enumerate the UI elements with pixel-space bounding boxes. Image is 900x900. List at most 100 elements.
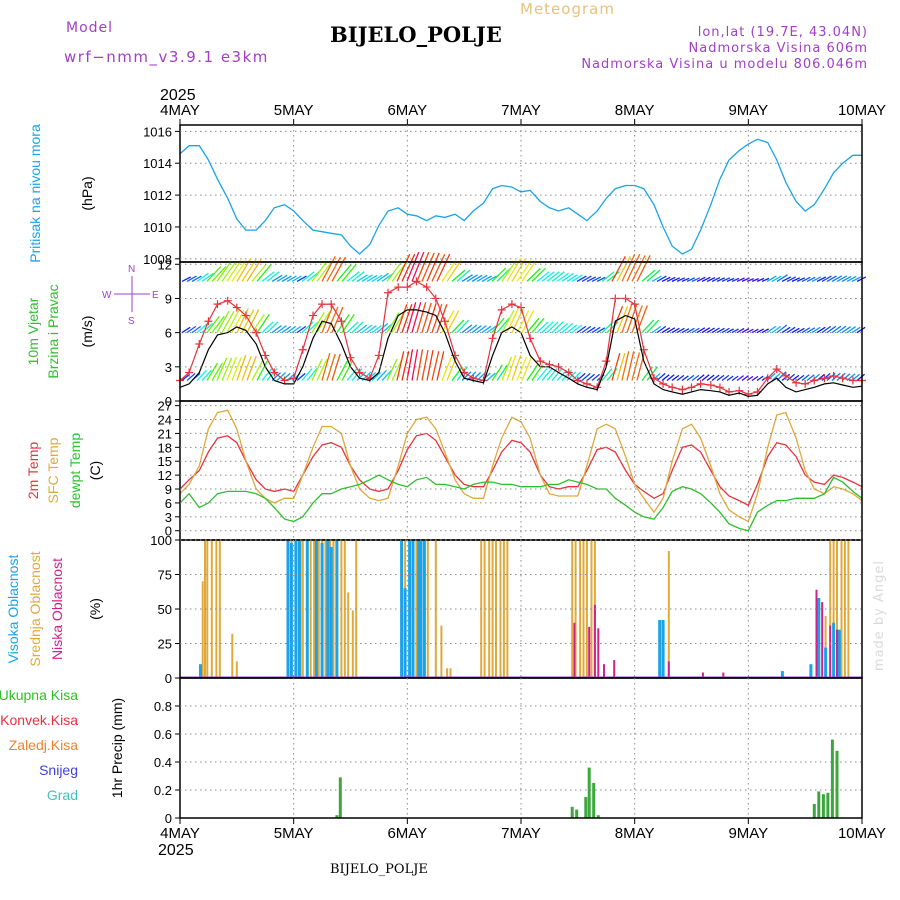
y-tick-label: 18 (158, 440, 172, 455)
wind-vector (356, 324, 368, 334)
wind-vector (311, 312, 325, 333)
wind-vector (501, 356, 513, 381)
gust-marker (838, 374, 847, 383)
wind-vector (211, 315, 225, 333)
gust-marker (820, 374, 829, 383)
wind-vector (186, 372, 196, 381)
wind-vector (716, 374, 725, 382)
cloud-bar (218, 540, 221, 678)
wind-vector (416, 251, 430, 282)
cloud-bar (449, 668, 452, 678)
cloud-bar (832, 622, 836, 678)
wind-vector (566, 274, 578, 282)
credit-label: made by Angel (872, 560, 887, 672)
wind-vector (766, 325, 777, 334)
gust-marker (327, 300, 336, 309)
wind-vector (796, 327, 805, 334)
wind-vector (351, 271, 365, 282)
wind-vector (576, 275, 587, 282)
wind-vector (621, 351, 630, 381)
wind-vector (261, 368, 273, 381)
wind-vector (361, 324, 373, 334)
compass-s: S (128, 316, 135, 327)
wind-vector (186, 275, 197, 282)
panel-label: SFC Temp (45, 437, 61, 503)
page-title: BIJELO_POLJE (330, 22, 502, 47)
wind-vector (681, 277, 690, 282)
wind-vector (206, 315, 220, 333)
wind-vector (676, 327, 685, 334)
gust-marker (451, 351, 460, 360)
wind-vector (601, 271, 615, 282)
cloud-bar (603, 664, 605, 678)
y-tick-label: 3 (165, 510, 172, 525)
cloud-bar (305, 540, 309, 678)
gust-marker (630, 300, 639, 309)
cloud-bar (320, 542, 324, 678)
wind-vector (726, 328, 734, 334)
y-tick-label: 0.6 (154, 727, 172, 742)
gust-marker (678, 385, 687, 394)
wind-vector (836, 325, 847, 334)
wind-vector (741, 277, 750, 282)
cloud-bar (661, 620, 665, 678)
wind-vector (671, 374, 680, 382)
cloud-bar (506, 540, 509, 678)
wind-vector (276, 325, 287, 334)
gust-marker (659, 379, 668, 388)
wind-vector (786, 373, 796, 382)
cloud-bar (815, 589, 818, 678)
cloud-bar (667, 661, 670, 678)
wind-vector (526, 364, 539, 381)
gust-marker (602, 357, 611, 366)
wind-vector (396, 304, 408, 333)
gust-marker (280, 376, 289, 385)
y-tick-label: 100 (150, 533, 172, 548)
wind-vector (751, 328, 759, 334)
wind-vector (736, 277, 745, 282)
wind-vector (626, 253, 641, 282)
y-tick-label: 0.4 (154, 755, 172, 770)
cloud-bar (585, 540, 588, 678)
wind-vector (716, 277, 726, 282)
panel-label: Zaledj.Kisa (9, 737, 78, 753)
wind-vector (486, 275, 498, 282)
wind-vector (706, 277, 716, 282)
x-day-label-bottom: 5MAY (274, 825, 314, 842)
wind-vector (741, 327, 750, 334)
wind-vector (831, 275, 843, 282)
y-tick-label: 1016 (143, 124, 172, 139)
gust-marker (223, 296, 232, 305)
wind-vector (836, 372, 846, 381)
chart-panels: 1008 1010 1012 1014 1016 Pritisak na nivou mo… (0, 102, 886, 842)
wind-vector (581, 325, 592, 334)
wind-vector (801, 374, 810, 382)
cloud-bar (829, 625, 832, 678)
cloud-bar (289, 542, 293, 678)
cloud-bar (335, 540, 339, 678)
y-tick-label: 6 (165, 496, 172, 511)
precip-bar (830, 739, 834, 818)
gust-marker (706, 381, 715, 390)
wind-vector (561, 323, 574, 334)
gust-marker (232, 303, 241, 312)
wind-vector (221, 357, 233, 381)
y-tick-label: 50 (158, 602, 172, 617)
y-tick-label: 24 (158, 413, 172, 428)
precip-bar (570, 806, 574, 818)
cloud-bar (597, 628, 600, 678)
gust-marker (374, 351, 383, 360)
wind-vector (761, 277, 770, 282)
cloud-bar (417, 540, 421, 678)
cloud-bar (502, 540, 505, 678)
wind-vector (326, 306, 339, 333)
cloud-bar (301, 540, 304, 678)
precip-bar (587, 767, 591, 818)
wind-vector (636, 305, 648, 333)
wind-vector (521, 310, 535, 333)
wind-vector (701, 374, 710, 382)
wind-vector (346, 368, 358, 381)
x-day-label-top: 7MAY (501, 102, 541, 119)
wind-vector (216, 260, 232, 282)
cloud-bar (199, 664, 202, 678)
